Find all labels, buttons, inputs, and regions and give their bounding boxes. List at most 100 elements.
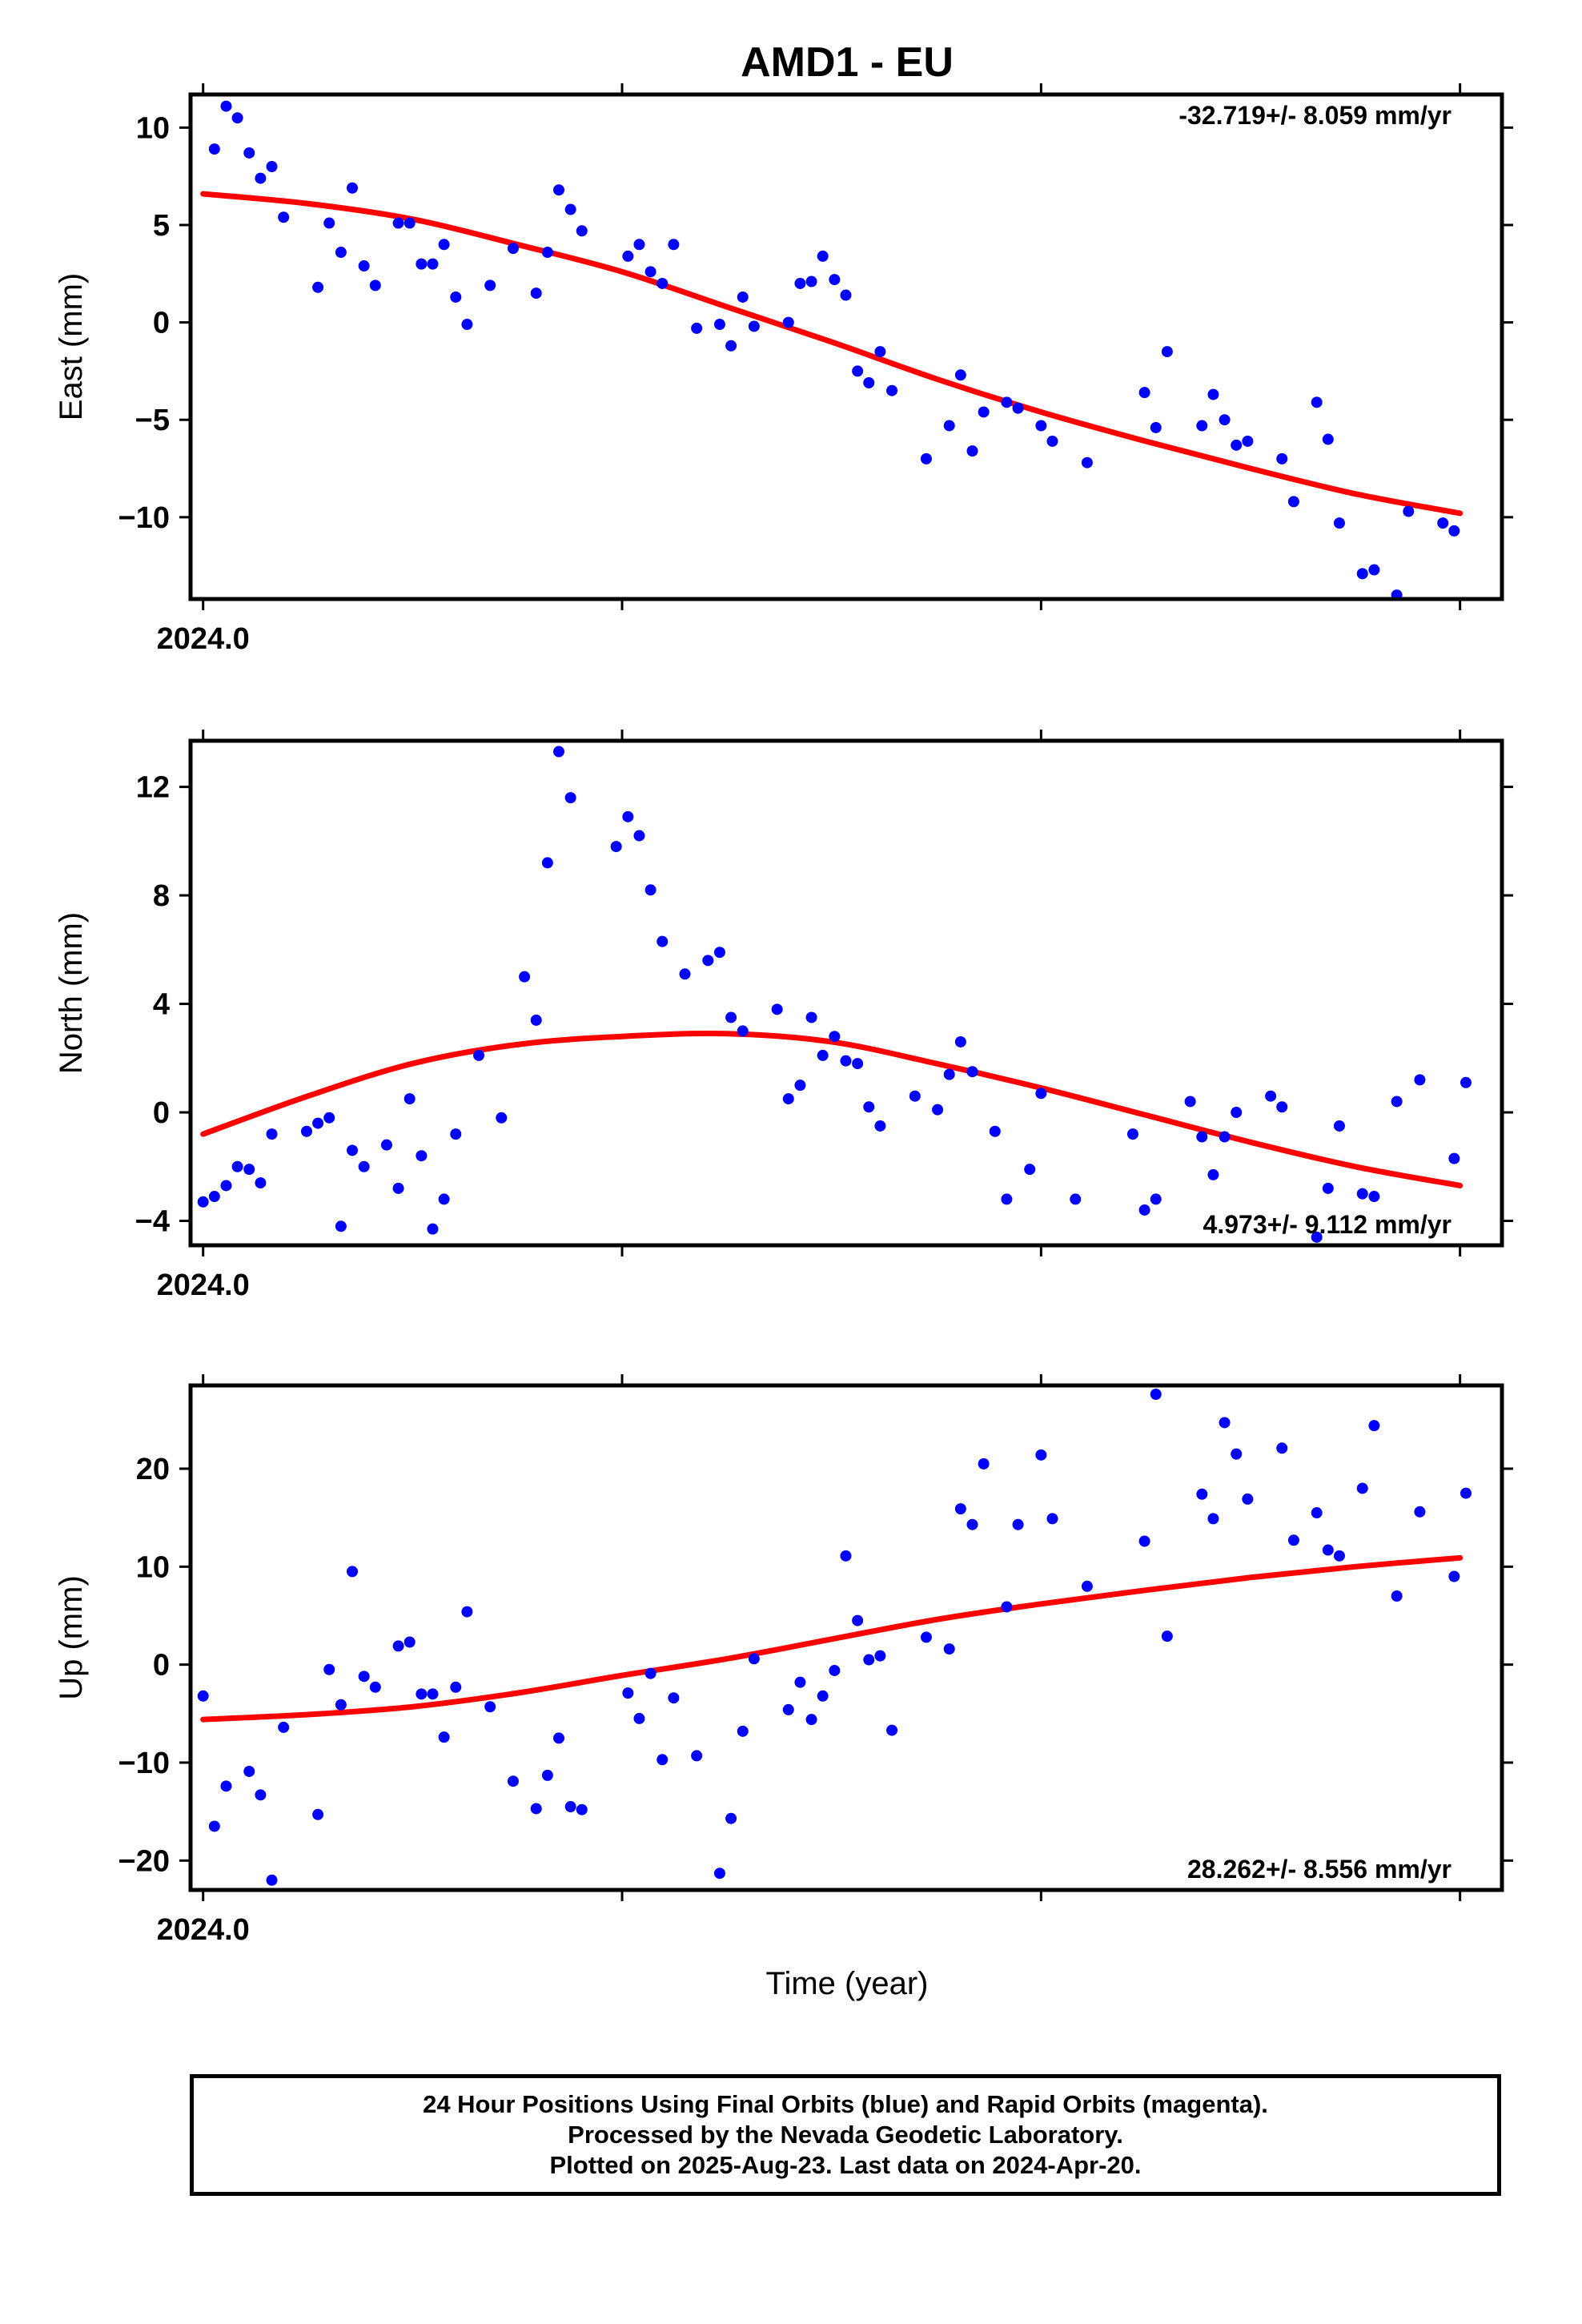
east-data-point	[1368, 564, 1380, 576]
east-data-point	[725, 340, 737, 352]
up-data-point	[1035, 1449, 1047, 1461]
north-y-tick-label: 4	[153, 988, 170, 1022]
north-data-point	[1138, 1204, 1150, 1216]
east-velocity-label: -32.719+/- 8.059 mm/yr	[1178, 101, 1452, 130]
chart-title: AMD1 - EU	[741, 39, 954, 86]
east-y-tick-label: −5	[135, 404, 170, 437]
north-data-point	[1207, 1168, 1219, 1180]
up-y-tick-label: 10	[136, 1550, 170, 1584]
up-data-point	[1219, 1417, 1231, 1429]
east-data-point	[1150, 421, 1162, 433]
up-data-point	[1276, 1442, 1288, 1454]
east-data-point	[1311, 396, 1323, 408]
north-data-point	[932, 1104, 944, 1116]
x-axis-label: Time (year)	[766, 1966, 929, 2001]
north-data-point	[300, 1125, 312, 1137]
up-y-tick-label: −10	[118, 1747, 170, 1780]
up-data-point	[1012, 1518, 1024, 1530]
north-data-point	[530, 1014, 542, 1026]
east-data-point	[978, 406, 990, 418]
north-data-point	[438, 1193, 450, 1205]
up-data-point	[438, 1731, 450, 1743]
east-data-point	[461, 319, 473, 331]
north-data-point	[1070, 1193, 1082, 1205]
up-data-point	[1138, 1535, 1150, 1547]
east-data-point	[954, 369, 966, 381]
up-data-point	[725, 1812, 737, 1824]
east-x-tick-label: 2024.0	[157, 622, 250, 656]
east-plot-frame	[188, 92, 1504, 601]
up-data-point	[1460, 1487, 1472, 1499]
up-data-layer	[197, 1389, 1472, 1886]
up-data-point	[668, 1692, 680, 1704]
east-data-point	[874, 346, 886, 358]
north-data-point	[1276, 1101, 1288, 1113]
east-data-point	[335, 247, 347, 259]
up-data-point	[243, 1765, 255, 1777]
up-data-point	[450, 1681, 462, 1693]
up-data-point	[404, 1636, 416, 1648]
up-data-point	[484, 1701, 496, 1713]
up-trend-line	[200, 1554, 1464, 1723]
north-data-point	[266, 1128, 278, 1140]
up-data-point	[966, 1518, 978, 1530]
up-data-point	[691, 1750, 703, 1762]
up-data-point	[1001, 1601, 1013, 1613]
north-data-point	[702, 955, 714, 967]
east-data-point	[208, 143, 220, 155]
north-data-point	[1448, 1152, 1460, 1164]
east-data-point	[541, 247, 553, 259]
east-data-point	[1138, 387, 1150, 399]
east-data-point	[805, 275, 817, 287]
north-data-point	[863, 1101, 875, 1113]
east-data-point	[1207, 388, 1219, 400]
north-data-point	[1231, 1107, 1243, 1119]
east-data-point	[656, 277, 669, 289]
north-y-tick-label: 0	[153, 1096, 170, 1130]
north-data-point	[473, 1049, 485, 1061]
up-data-point	[805, 1714, 817, 1726]
up-data-point	[1333, 1550, 1345, 1562]
east-data-point	[231, 112, 243, 124]
east-data-point	[840, 289, 852, 301]
east-data-point	[438, 239, 450, 251]
east-data-point	[633, 239, 645, 251]
east-data-point	[644, 266, 656, 278]
footer-line-3: Plotted on 2025-Aug-23. Last data on 202…	[549, 2151, 1142, 2179]
up-data-point	[1311, 1507, 1323, 1519]
north-trend-line	[200, 1031, 1464, 1188]
north-data-point	[416, 1150, 428, 1162]
up-data-point	[312, 1808, 324, 1820]
east-data-point	[782, 316, 794, 328]
east-data-point	[255, 172, 267, 184]
up-y-tick-label: 20	[136, 1453, 170, 1486]
north-data-point	[1460, 1076, 1472, 1088]
east-data-point	[1035, 420, 1047, 432]
up-data-point	[1448, 1570, 1460, 1582]
up-data-point	[461, 1606, 473, 1618]
north-data-point	[1356, 1188, 1368, 1200]
north-data-point	[771, 1003, 783, 1015]
footer-note: 24 Hour Positions Using Final Orbits (bl…	[190, 2074, 1501, 2196]
up-data-point	[278, 1721, 290, 1733]
east-data-point	[863, 377, 875, 388]
up-data-point	[1161, 1630, 1173, 1642]
up-data-point	[1356, 1482, 1368, 1494]
east-data-point	[358, 260, 370, 272]
east-panel: 10 5 0 −5 −10 2024.0 East (mm) -32.719+/- 8.059…	[54, 83, 1513, 656]
north-data-point	[496, 1112, 508, 1124]
north-data-point	[347, 1144, 359, 1156]
east-data-point	[266, 161, 278, 172]
north-data-point	[564, 792, 576, 804]
up-data-point	[863, 1654, 875, 1666]
east-data-point	[1012, 402, 1024, 414]
up-data-point	[1242, 1493, 1254, 1505]
north-data-point	[1391, 1096, 1403, 1108]
up-data-point	[255, 1789, 267, 1801]
east-y-tick-label: 0	[153, 307, 170, 340]
north-data-point	[208, 1191, 220, 1203]
east-data-point	[713, 319, 725, 331]
east-data-point	[450, 291, 462, 303]
up-data-point	[553, 1732, 565, 1744]
